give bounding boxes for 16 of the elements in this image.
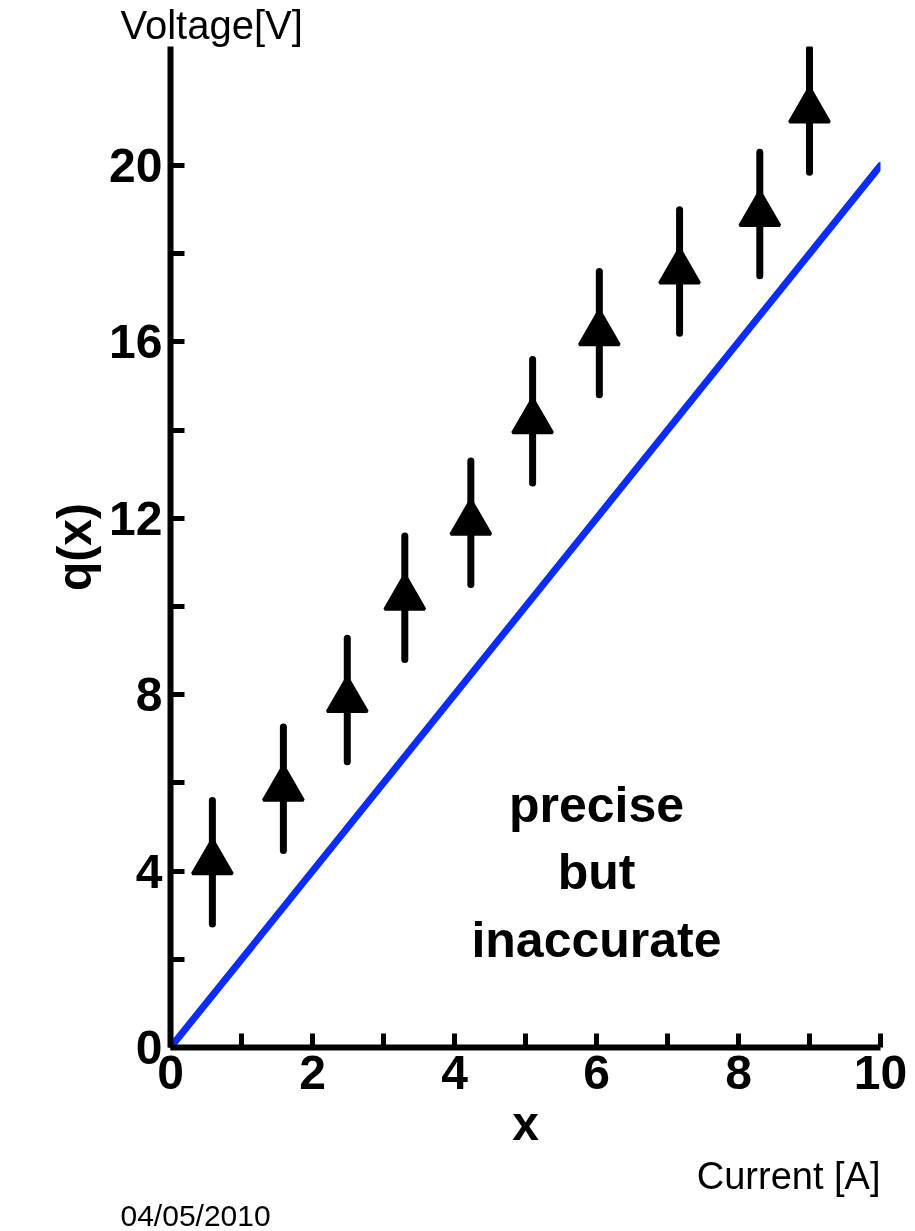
text: 04/05/2010 — [120, 1198, 271, 1231]
y-tick-label: 12 — [109, 491, 163, 545]
annotation: precise but inaccurate — [471, 777, 722, 968]
x-tick-label: 10 — [853, 1045, 908, 1099]
x-tick-label: 4 — [441, 1045, 469, 1099]
y-tick-label: 20 — [109, 139, 163, 193]
x-axis-title: x — [512, 1096, 540, 1150]
y-tick-label: 4 — [135, 844, 163, 898]
y-tick-label: 8 — [135, 668, 163, 722]
x-tick-label: 8 — [725, 1045, 752, 1099]
y-tick-label: 16 — [109, 315, 163, 369]
x-tick-label: 6 — [583, 1045, 610, 1099]
y-axis-title: q(x) — [48, 503, 102, 591]
annotation: Voltage[V] — [120, 2, 303, 47]
text: Current [A] — [696, 1154, 881, 1197]
x-tick-label: 2 — [299, 1045, 326, 1099]
